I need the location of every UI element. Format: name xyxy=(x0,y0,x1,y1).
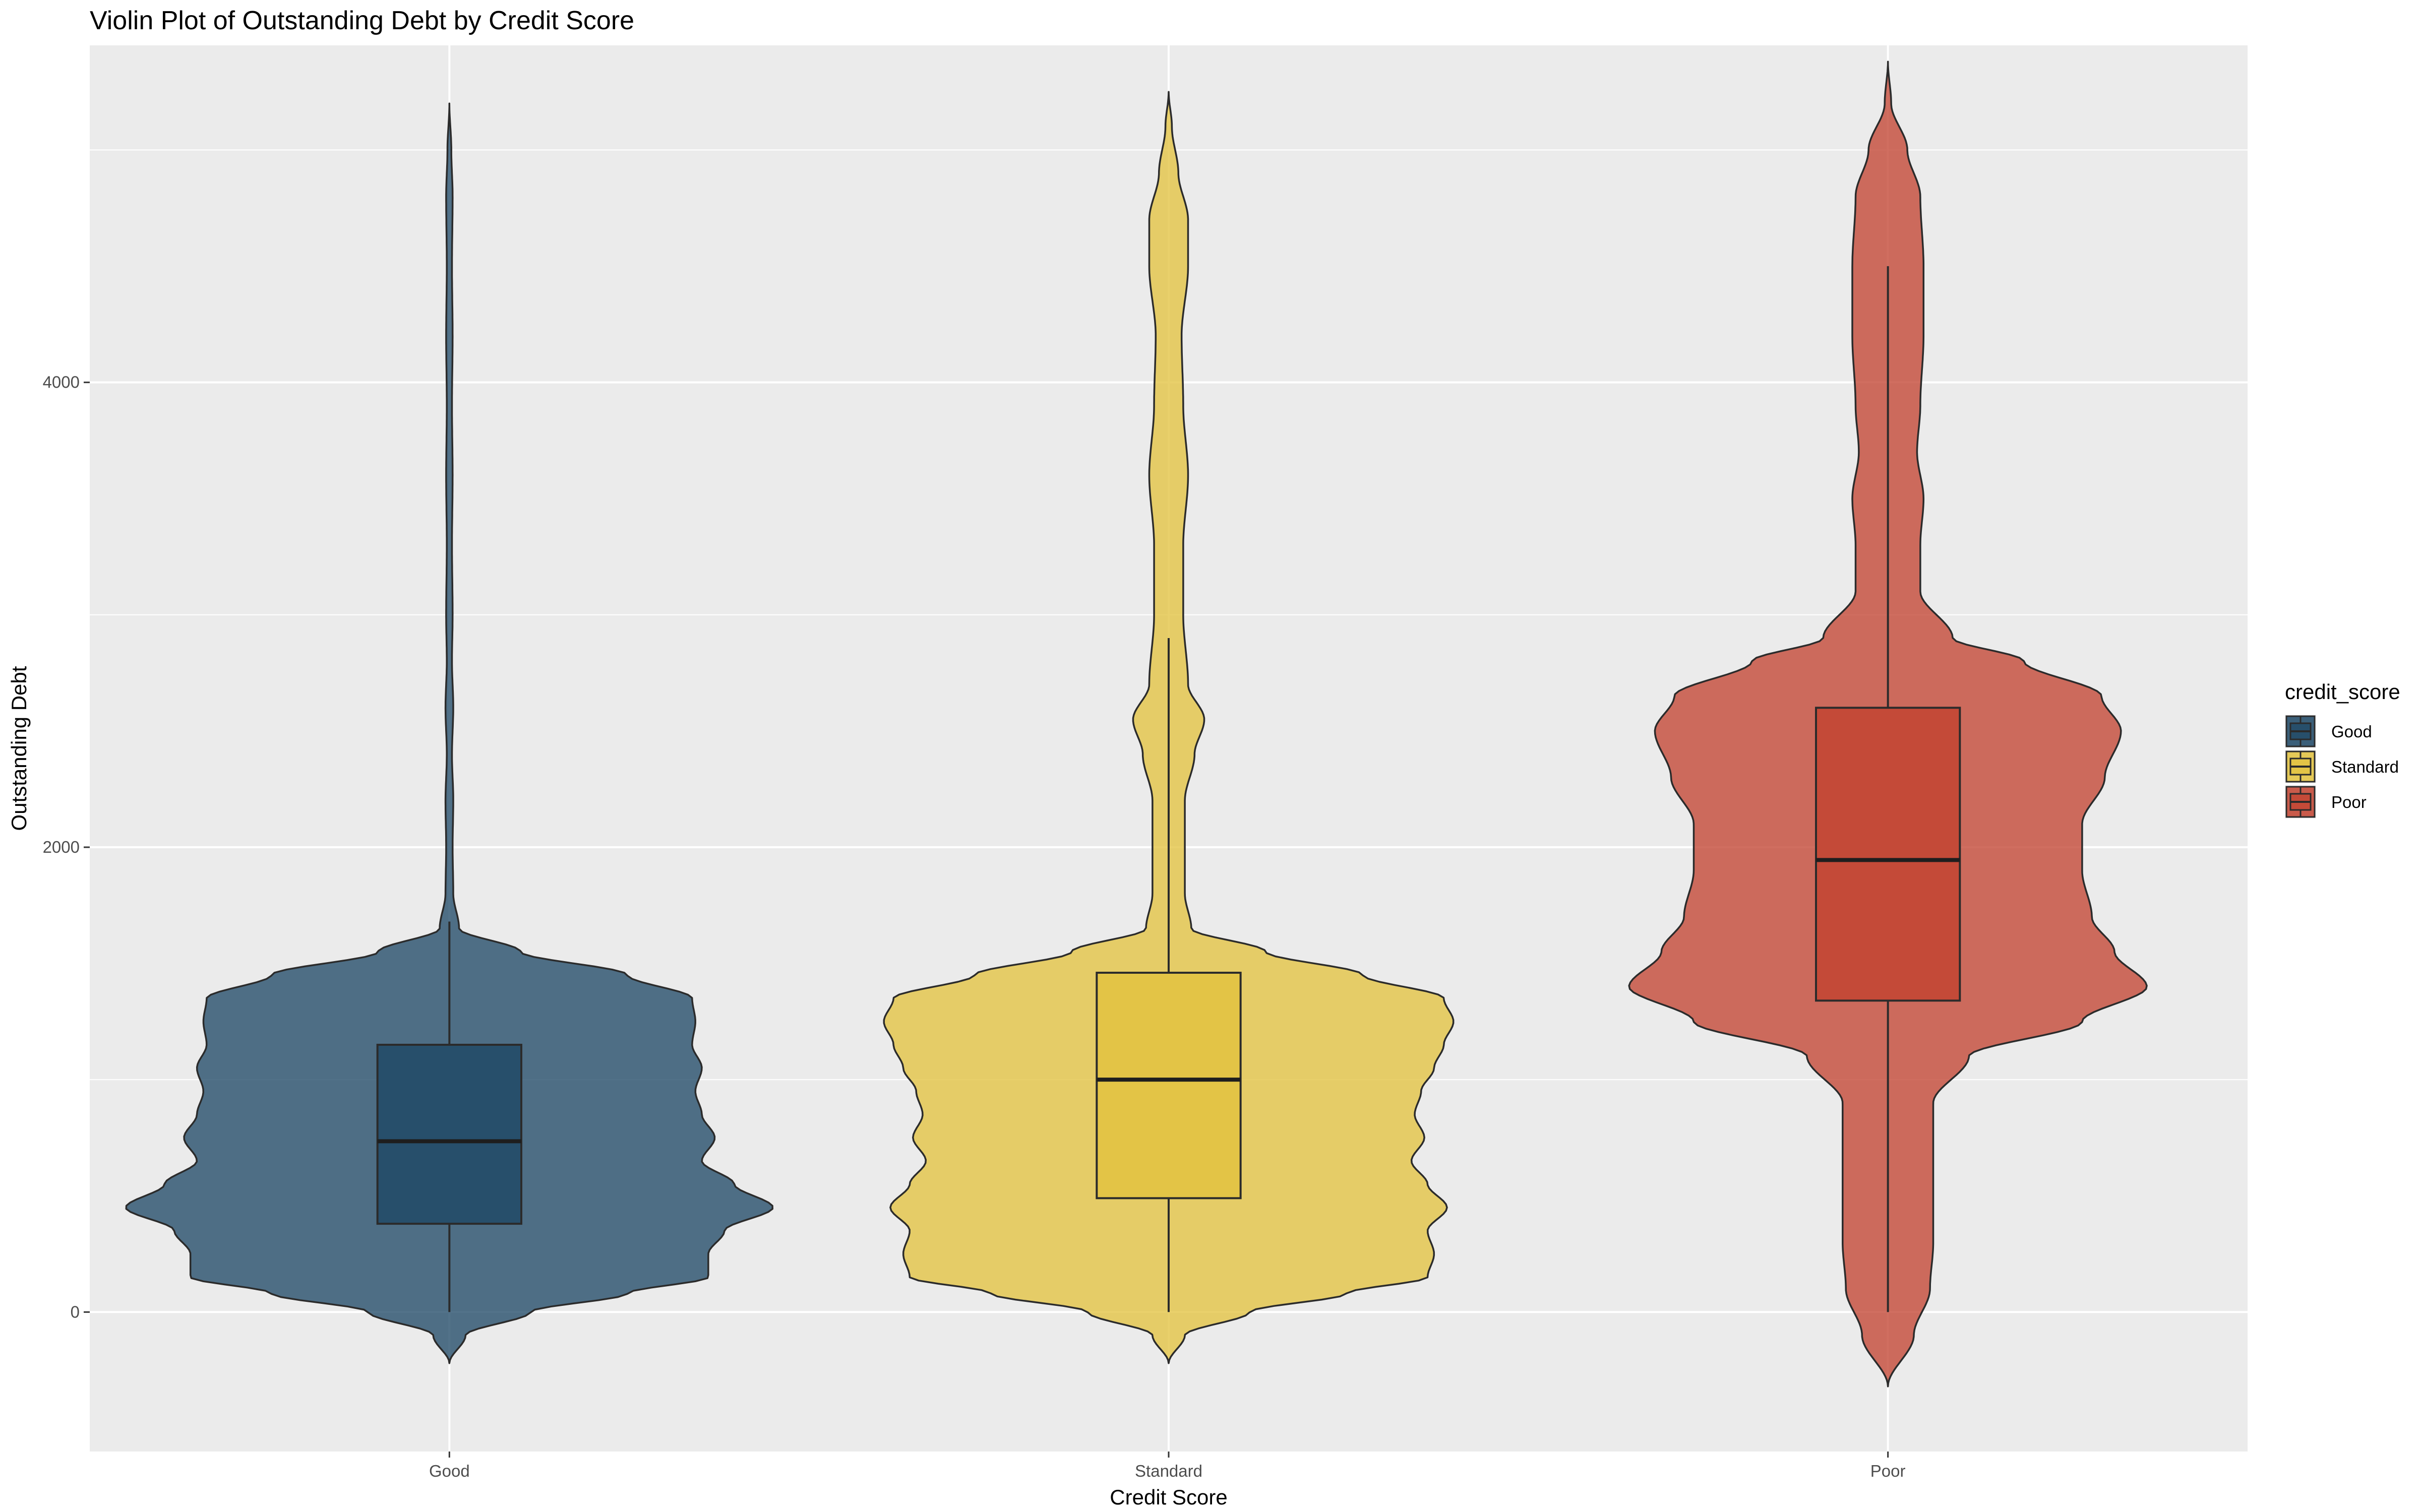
boxplots xyxy=(376,266,1961,1312)
x-tick-label: Poor xyxy=(1870,1462,1906,1480)
box-poor xyxy=(1815,707,1961,1002)
violin-good xyxy=(125,102,774,1364)
legend: credit_score Good Standard Poor xyxy=(2285,680,2400,818)
x-axis-title: Credit Score xyxy=(1110,1485,1227,1509)
y-tick-label: 4000 xyxy=(43,373,80,392)
x-axis: Good Standard Poor xyxy=(429,1452,1906,1480)
box-good xyxy=(376,1043,523,1225)
y-axis: 0 2000 4000 xyxy=(43,373,90,1321)
x-tick-label: Standard xyxy=(1135,1462,1202,1480)
legend-label-poor: Poor xyxy=(2331,793,2367,811)
legend-label-standard: Standard xyxy=(2331,758,2399,776)
legend-item-poor: Poor xyxy=(2285,785,2367,818)
legend-label-good: Good xyxy=(2331,722,2372,741)
y-tick-label: 2000 xyxy=(43,838,80,856)
chart-title: Violin Plot of Outstanding Debt by Credi… xyxy=(90,6,634,35)
y-tick-label: 0 xyxy=(71,1302,80,1321)
x-tick-label: Good xyxy=(429,1462,470,1480)
legend-item-good: Good xyxy=(2285,715,2372,748)
legend-title: credit_score xyxy=(2285,680,2400,704)
y-axis-title: Outstanding Debt xyxy=(7,666,31,831)
legend-item-standard: Standard xyxy=(2285,750,2399,783)
box-standard xyxy=(1096,972,1242,1200)
